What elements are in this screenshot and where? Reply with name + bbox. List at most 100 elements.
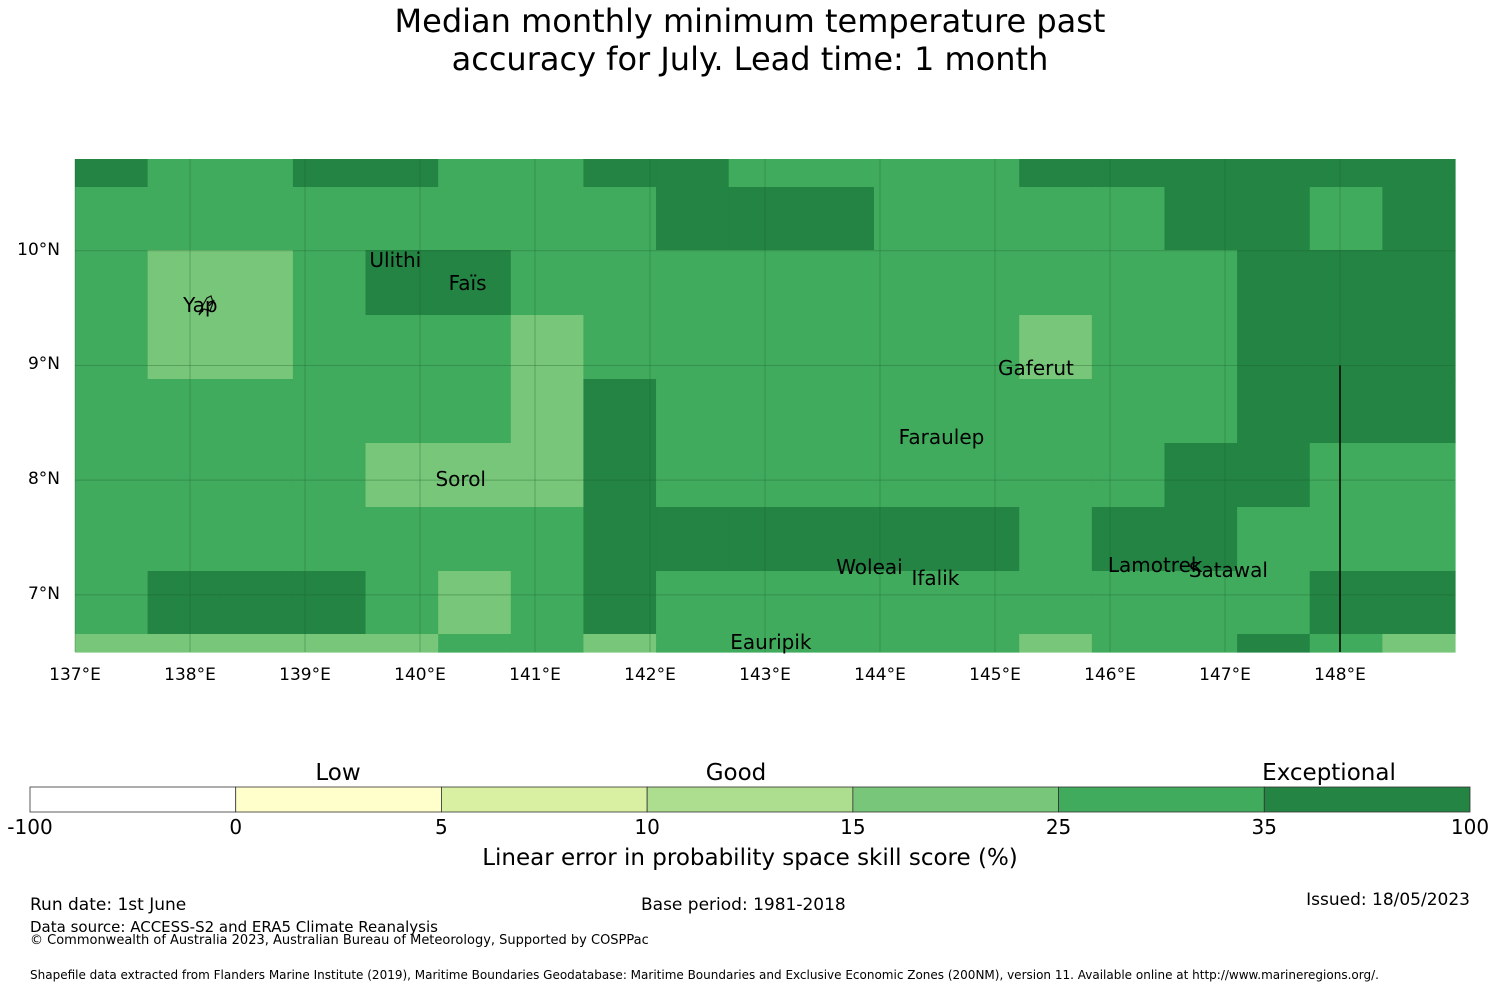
map-cell [873,159,948,188]
map-cell [510,379,585,444]
colorbar-segment [1058,786,1265,813]
map-cell [1091,187,1166,251]
yap-island-outline [198,295,215,316]
map-cell [510,250,585,316]
map-cell [365,443,439,508]
map-cell [656,315,730,380]
map-cell [1237,159,1311,188]
colorbar-segment [1263,786,1471,813]
map-cell [1091,159,1166,188]
map-cell [583,379,657,444]
map-cell [292,159,367,188]
map-gridlines [74,159,1455,652]
map-cell [583,159,657,188]
map-cell [728,159,802,188]
map-cell [801,443,875,508]
map-cell [873,571,948,635]
map-cell [292,187,367,251]
place-label: Eauripik [730,629,812,654]
map-cell [1309,250,1383,316]
map-cell [1309,443,1383,508]
map-cell [510,507,585,572]
map-cell [220,379,294,444]
map-cell [1164,159,1238,188]
lon-tick-label: 146°E [1084,665,1136,685]
map-cell [656,159,730,188]
colorbar-tick-label: 25 [1045,815,1072,839]
map-cell [365,634,439,653]
colorbar-category-low: Low [315,760,361,786]
map-cell [147,159,221,188]
map-cell [147,634,221,653]
map-cells [75,159,1456,653]
map-cell [583,187,657,251]
map-cell [1237,187,1311,251]
map-cell [1309,571,1383,635]
map-cell [220,634,294,653]
map-cell [946,634,1020,653]
lon-tick-label: 148°E [1314,665,1366,685]
map-cell [1382,315,1456,380]
map-cell [728,315,802,380]
map-cell [147,379,221,444]
lon-tick-label: 139°E [279,665,331,685]
map-title: Median monthly minimum temperature past … [0,2,1500,78]
map-cell [510,315,585,380]
run-date: Run date: 1st June [30,895,187,915]
colorbar-segment [235,786,442,813]
colorbar-segment [441,786,648,813]
colorbar-tick-label: 0 [229,815,243,839]
map-cell [292,250,367,316]
place-label: Sorol [435,467,486,491]
colorbar-tick-label: -100 [7,815,53,839]
map-cell [583,634,657,653]
map-cell [1164,315,1238,380]
map-cell [292,571,367,635]
map-cell [946,187,1020,251]
map-cell [365,379,439,444]
title-line-1: Median monthly minimum temperature past [394,2,1106,40]
map-cell [438,159,512,188]
map-cell [946,315,1020,380]
map-cell [1237,315,1311,380]
lat-tick-label: 9°N [27,354,60,375]
map-cell [220,507,294,572]
map-cell [656,443,730,508]
map-cell [1237,634,1311,653]
colorbar-tick-label: 15 [840,815,866,839]
lon-tick-label: 144°E [854,665,906,685]
map-cell [438,507,512,572]
island-markers [198,295,215,316]
map-cell [873,187,948,251]
map-cell [510,634,585,653]
lon-tick-label: 137°E [49,665,101,685]
map-cell [1382,507,1456,572]
shapefile-credit: Shapefile data extracted from Flanders M… [30,968,1379,982]
map-cell [1091,315,1166,380]
map-cell [873,250,948,316]
map-cell [1309,187,1383,251]
map-cell [147,187,221,251]
place-label: Gaferut [998,355,1074,380]
map-cell [1237,443,1311,508]
map-cell [365,187,439,251]
map-cell [75,187,149,251]
map-cell [438,250,512,316]
map-cell [1309,634,1383,653]
colorbar [29,786,1471,813]
lon-tick-label: 145°E [969,665,1021,685]
colorbar-segment [29,786,237,813]
map-cell [438,315,512,380]
colorbar-category-exceptional: Exceptional [1262,760,1396,786]
map-cell [365,315,439,380]
map-cell [1091,634,1166,653]
map-cell [583,315,657,380]
map-cell [438,571,512,635]
map-cell [292,315,367,380]
colorbar-tick-label: 5 [435,815,448,839]
map-cell [292,443,367,508]
lon-tick-label: 142°E [624,665,676,685]
place-label: Ulithi [369,247,422,272]
map-cell [801,159,875,188]
